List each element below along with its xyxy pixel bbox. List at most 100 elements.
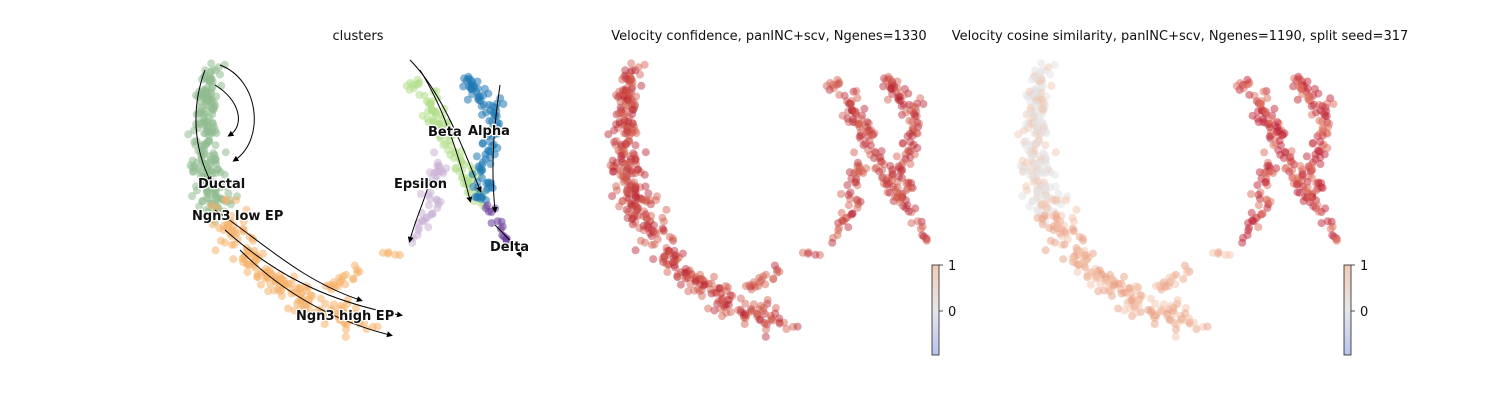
confidence-point: [642, 213, 651, 222]
confidence-point: [843, 181, 852, 190]
confidence-point: [619, 172, 628, 181]
cluster-point: [467, 84, 476, 93]
confidence-point: [659, 227, 668, 236]
confidence-point: [902, 196, 910, 205]
confidence-point: [740, 309, 749, 318]
confidence-point: [618, 150, 627, 159]
confidence-point: [643, 221, 652, 230]
streamline: [409, 59, 482, 193]
confidence-point: [626, 128, 635, 137]
confidence-point: [627, 179, 636, 188]
confidence-point: [662, 244, 671, 252]
confidence-point: [878, 166, 887, 174]
confidence-point: [724, 296, 733, 305]
cosine-point: [1040, 182, 1049, 191]
confidence-point: [798, 248, 807, 257]
confidence-point: [885, 179, 894, 188]
cluster-point: [279, 281, 288, 290]
confidence-point: [850, 106, 859, 115]
confidence-point: [756, 278, 764, 286]
confidence-point: [857, 115, 866, 124]
confidence-point: [893, 192, 902, 201]
confidence-point: [617, 152, 626, 160]
confidence-point: [627, 200, 636, 209]
cluster-point: [314, 306, 323, 314]
confidence-point: [681, 274, 690, 283]
confidence-point: [912, 112, 921, 121]
cosine-point: [1286, 153, 1295, 162]
cluster-point: [221, 196, 230, 204]
confidence-point: [913, 118, 922, 127]
confidence-point: [636, 183, 644, 192]
confidence-point: [875, 167, 884, 176]
confidence-point: [859, 169, 868, 178]
confidence-point: [829, 233, 837, 242]
confidence-point: [626, 199, 635, 208]
confidence-point: [899, 202, 908, 211]
confidence-point: [621, 99, 630, 108]
confidence-point: [611, 140, 620, 149]
cluster-point: [220, 60, 229, 69]
cluster-point: [195, 87, 204, 96]
cluster-point: [184, 130, 193, 139]
confidence-point: [692, 276, 701, 284]
confidence-point: [855, 163, 864, 172]
confidence-point: [644, 223, 653, 232]
streamline: [219, 64, 255, 162]
cosine-point: [1060, 240, 1069, 249]
confidence-point: [907, 208, 916, 216]
cosine-point: [1272, 128, 1281, 136]
confidence-point: [644, 189, 653, 198]
confidence-point: [612, 91, 620, 100]
streamline: [224, 229, 403, 318]
cluster-point: [320, 320, 329, 329]
cosine-point: [1035, 137, 1044, 146]
cosine-point: [1179, 274, 1188, 283]
cluster-point: [362, 325, 371, 333]
confidence-point: [621, 159, 630, 168]
confidence-point: [690, 274, 698, 283]
confidence-point: [623, 95, 632, 104]
cluster-point: [290, 272, 298, 281]
confidence-point: [918, 222, 927, 231]
confidence-point: [641, 210, 650, 219]
confidence-point: [658, 213, 667, 222]
confidence-point: [815, 251, 824, 259]
confidence-point: [826, 79, 835, 87]
confidence-point: [840, 91, 849, 100]
confidence-point: [620, 129, 629, 138]
cluster-point: [495, 119, 504, 128]
confidence-point: [622, 205, 631, 214]
confidence-point: [620, 146, 629, 155]
cluster-point: [220, 170, 229, 179]
cluster-point: [201, 99, 210, 108]
confidence-point: [628, 110, 637, 119]
confidence-point: [916, 224, 925, 233]
cluster-point: [284, 304, 293, 313]
confidence-point: [709, 288, 718, 297]
confidence-point: [869, 130, 877, 139]
confidence-point: [871, 164, 880, 173]
confidence-point: [628, 119, 637, 128]
confidence-point: [900, 100, 908, 109]
confidence-point: [741, 311, 750, 320]
confidence-point: [693, 277, 702, 286]
cosine-point: [1051, 196, 1060, 204]
cosine-point: [1192, 325, 1201, 333]
confidence-point: [623, 123, 631, 132]
confidence-point: [658, 254, 667, 263]
confidence-point: [896, 96, 905, 105]
confidence-point: [919, 232, 928, 241]
cosine-point: [1022, 137, 1031, 145]
cluster-point: [329, 300, 338, 309]
cluster-label: Delta: [490, 240, 529, 255]
cluster-point: [415, 223, 423, 232]
confidence-point: [627, 159, 635, 168]
cluster-point: [290, 306, 299, 315]
confidence-point: [619, 90, 628, 99]
cluster-point: [238, 213, 247, 222]
confidence-point: [676, 280, 685, 289]
confidence-point: [726, 308, 735, 316]
confidence-point: [624, 194, 633, 203]
